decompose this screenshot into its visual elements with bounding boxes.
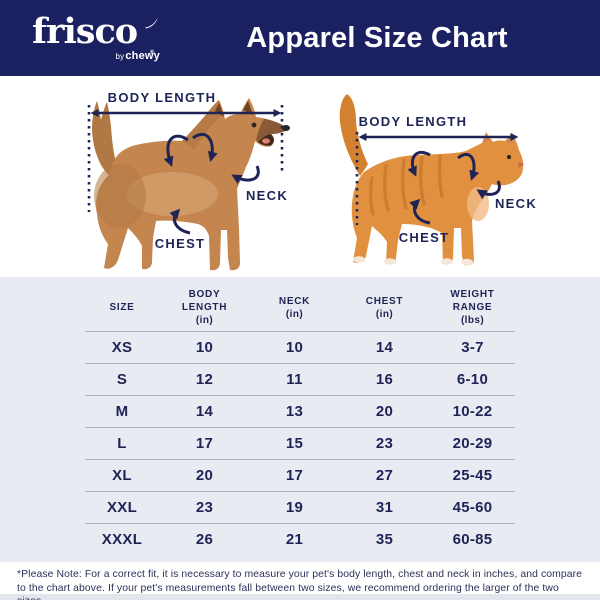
cell-chest: 35 bbox=[375, 530, 394, 548]
table-row: XXXL 26 21 35 60-85 bbox=[85, 523, 515, 555]
col-header-weight-range: WEIGHT RANGE (lbs) bbox=[450, 289, 495, 327]
withers-arrow-left bbox=[163, 134, 189, 167]
footnote-text: *Please Note: For a correct fit, it is n… bbox=[17, 569, 583, 600]
size-table-section: SIZE BODY LENGTH (in) NECK (in) CHEST (in) … bbox=[0, 277, 600, 562]
by-chewy: bychewy bbox=[32, 50, 162, 62]
cell-weight-range: 20-29 bbox=[452, 434, 493, 452]
shoulder-arrow-right bbox=[457, 152, 480, 181]
cell-neck: 17 bbox=[285, 466, 304, 484]
header: frisco ® bychewy Apparel Size Chart bbox=[0, 0, 600, 76]
cat-neck-label: NECK bbox=[495, 196, 537, 211]
dog-eye bbox=[251, 122, 257, 128]
cat-nose bbox=[518, 162, 524, 168]
cell-chest: 27 bbox=[375, 466, 394, 484]
cell-body-length: 10 bbox=[195, 338, 214, 356]
col-header-body-length: BODY LENGTH (in) bbox=[181, 289, 228, 327]
cell-size: XL bbox=[112, 466, 132, 484]
cell-neck: 21 bbox=[285, 530, 304, 548]
table-row: XXL 23 19 31 45-60 bbox=[85, 491, 515, 523]
col-header-size: SIZE bbox=[109, 302, 135, 314]
page-title: Apparel Size Chart bbox=[246, 21, 508, 54]
dog-thigh-shading bbox=[94, 164, 146, 228]
withers-arrow-right bbox=[192, 132, 218, 162]
cell-weight-range: 6-10 bbox=[456, 370, 489, 388]
shoulder-arrow-left bbox=[407, 150, 431, 177]
by-label: by bbox=[115, 52, 125, 61]
cat-chest-highlight bbox=[467, 187, 489, 221]
chest-arrow bbox=[169, 208, 191, 235]
cat-body-length-label: BODY LENGTH bbox=[359, 114, 468, 129]
cell-neck: 11 bbox=[286, 370, 303, 388]
cell-weight-range: 10-22 bbox=[452, 402, 493, 420]
cell-body-length: 26 bbox=[195, 530, 214, 548]
table-row: M 14 13 20 10-22 bbox=[85, 395, 515, 427]
col-header-neck: NECK (in) bbox=[278, 295, 311, 320]
brand-wordmark: frisco bbox=[32, 11, 138, 52]
cell-weight-range: 25-45 bbox=[452, 466, 493, 484]
dog-annotations: BODY LENGTH NECK CHEST bbox=[87, 90, 288, 251]
cat-eye bbox=[506, 154, 512, 160]
cell-chest: 31 bbox=[375, 498, 394, 516]
cell-weight-range: 45-60 bbox=[452, 498, 493, 516]
frisco-logo: frisco ® bychewy bbox=[32, 14, 162, 62]
table-row: XS 10 10 14 3-7 bbox=[85, 331, 515, 363]
col-header-chest: CHEST (in) bbox=[365, 295, 404, 320]
dog-neck-label: NECK bbox=[246, 188, 288, 203]
table-row: L 17 15 23 20-29 bbox=[85, 427, 515, 459]
cell-size: S bbox=[116, 370, 128, 388]
cell-neck: 10 bbox=[285, 338, 304, 356]
dog-diagram: BODY LENGTH NECK CHEST bbox=[87, 90, 290, 271]
neck-arrow bbox=[476, 180, 501, 200]
table-row: S 12 11 16 6-10 bbox=[85, 363, 515, 395]
cell-neck: 13 bbox=[285, 402, 304, 420]
header-row: SIZE BODY LENGTH (in) NECK (in) CHEST (in) … bbox=[85, 277, 515, 331]
cat-body bbox=[351, 132, 524, 266]
cell-size: L bbox=[117, 434, 127, 452]
cell-weight-range: 3-7 bbox=[461, 338, 484, 356]
dog-tongue bbox=[262, 138, 270, 144]
dog-tail bbox=[92, 101, 118, 176]
dog-body-length-label: BODY LENGTH bbox=[108, 90, 217, 105]
cell-size: M bbox=[115, 402, 129, 420]
cell-body-length: 23 bbox=[195, 498, 214, 516]
cell-body-length: 14 bbox=[195, 402, 214, 420]
cat-stripes bbox=[369, 154, 444, 216]
measurement-diagrams: BODY LENGTH NECK CHEST bbox=[0, 76, 600, 277]
cat-diagram: BODY LENGTH NECK CHEST bbox=[339, 94, 537, 266]
cat-chest-label: CHEST bbox=[399, 230, 450, 245]
cat-annotations: BODY LENGTH NECK CHEST bbox=[355, 114, 537, 245]
table-row: XL 20 17 27 25-45 bbox=[85, 459, 515, 491]
cell-body-length: 20 bbox=[195, 466, 214, 484]
dog-belly-shading bbox=[126, 172, 218, 216]
footnote: *Please Note: For a correct fit, it is n… bbox=[0, 562, 600, 600]
cell-chest: 23 bbox=[375, 434, 394, 452]
cell-weight-range: 60-85 bbox=[452, 530, 493, 548]
dog-chest-label: CHEST bbox=[155, 236, 206, 251]
cell-chest: 20 bbox=[375, 402, 394, 420]
cat-tail bbox=[339, 94, 368, 176]
bottom-edge bbox=[0, 594, 600, 600]
cell-body-length: 12 bbox=[195, 370, 214, 388]
chewy-wordmark: chewy bbox=[125, 50, 160, 62]
cell-body-length: 17 bbox=[195, 434, 214, 452]
cell-size: XXXL bbox=[101, 530, 143, 548]
cell-chest: 16 bbox=[375, 370, 394, 388]
cell-neck: 15 bbox=[285, 434, 304, 452]
size-table: SIZE BODY LENGTH (in) NECK (in) CHEST (in) … bbox=[85, 277, 515, 555]
logo-flourish-icon bbox=[144, 17, 158, 29]
dog-illustration bbox=[92, 98, 290, 271]
dog-nose bbox=[282, 125, 290, 131]
registered-mark: ® bbox=[150, 50, 155, 56]
cell-chest: 14 bbox=[375, 338, 394, 356]
cat-paws bbox=[353, 256, 473, 266]
cell-neck: 19 bbox=[285, 498, 304, 516]
neck-arrow bbox=[231, 165, 260, 184]
cell-size: XXL bbox=[106, 498, 138, 516]
cell-size: XS bbox=[111, 338, 133, 356]
chest-arrow bbox=[409, 198, 431, 225]
